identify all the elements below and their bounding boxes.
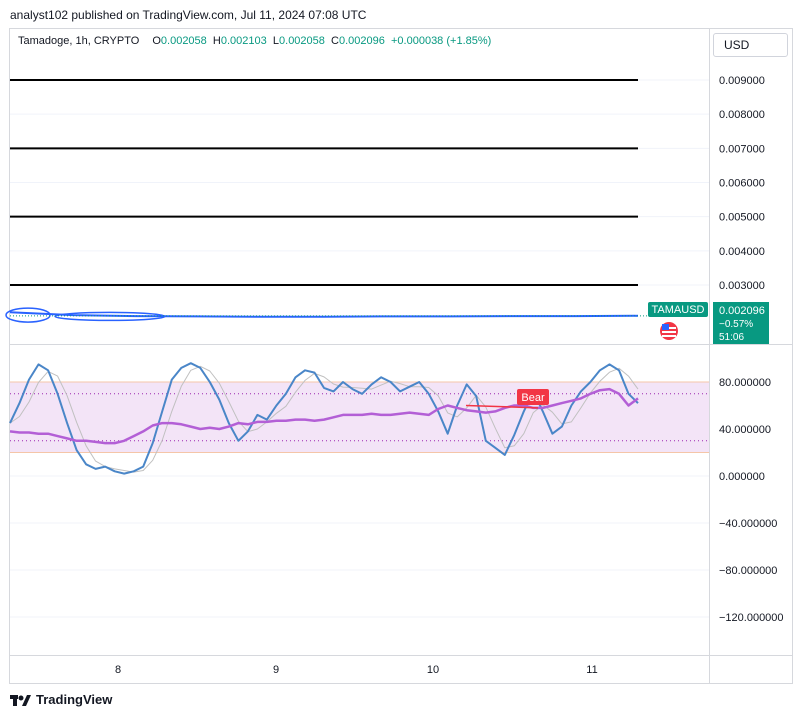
osc-tick-label: 80.000000 xyxy=(719,377,771,389)
low-label: L xyxy=(272,35,280,47)
oscillator-grid xyxy=(10,381,709,618)
osc-tick-label: 40.000000 xyxy=(719,424,771,436)
price-tick-label: 0.006000 xyxy=(719,178,765,190)
price-tag: TAMAUSD 0.002096 −0.57% 51:06 xyxy=(648,302,769,344)
osc-tick-label: 0.000000 xyxy=(719,471,765,483)
us-flag-icon xyxy=(660,322,678,340)
oscillator-series: Bear xyxy=(9,362,639,475)
chart-frame xyxy=(9,28,793,684)
price-ellipse-marker xyxy=(5,307,51,323)
osc-tick-label: −80.000000 xyxy=(719,565,777,577)
publisher-caption: analyst102 published on TradingView.com,… xyxy=(10,8,367,22)
ticker-tag-bg xyxy=(648,302,708,317)
bear-label-text: Bear xyxy=(521,392,545,404)
price-ellipse-marker xyxy=(54,311,166,322)
ohlc-legend: Tamadoge, 1h, CRYPTO O0.002058 H0.002103… xyxy=(18,35,491,47)
price-tick-label: 0.004000 xyxy=(719,246,765,258)
time-tick-label: 10 xyxy=(427,664,439,676)
price-series xyxy=(5,307,709,323)
currency-button[interactable]: USD xyxy=(713,33,788,57)
close-label: C xyxy=(331,35,339,47)
price-tick-label: 0.003000 xyxy=(719,280,765,292)
price-tag-price: 0.002096 xyxy=(719,305,765,317)
price-tick-label: 0.008000 xyxy=(719,109,765,121)
tradingview-logo-icon xyxy=(10,694,31,706)
osc-tick-label: −120.000000 xyxy=(719,612,784,624)
price-tick-label: 0.007000 xyxy=(719,143,765,155)
bear-label-bg xyxy=(517,389,549,405)
price-tag-change: −0.57% xyxy=(719,319,753,330)
time-tick-label: 11 xyxy=(586,664,597,676)
time-tick-label: 9 xyxy=(273,664,279,676)
ticker-tag-text: TAMAUSD xyxy=(652,304,705,316)
low-value: 0.002058 xyxy=(279,35,325,47)
high-value: 0.002103 xyxy=(220,35,267,47)
price-line xyxy=(9,311,639,318)
change-value: +0.000038 (+1.85%) xyxy=(391,35,492,47)
price-tick-label: 0.009000 xyxy=(719,75,765,87)
stoch-d-line xyxy=(9,365,639,473)
horizontal-levels xyxy=(10,79,638,286)
open-value: 0.002058 xyxy=(160,35,207,47)
oscillator-axis-ticks: 80.000000 40.000000 0.000000 −40.000000 −80.… xyxy=(719,377,784,624)
close-value: 0.002096 xyxy=(338,35,385,47)
high-label: H xyxy=(212,35,221,47)
tradingview-brand: TradingView xyxy=(36,692,113,707)
symbol-label[interactable]: Tamadoge, 1h, CRYPTO xyxy=(18,35,140,47)
price-tag-countdown: 51:06 xyxy=(719,332,744,343)
tradingview-logo[interactable]: TradingView xyxy=(10,692,112,707)
price-tick-label: 0.005000 xyxy=(719,212,765,224)
price-grid xyxy=(10,79,709,286)
time-tick-label: 8 xyxy=(115,664,121,676)
bear-divergence-line xyxy=(465,404,539,409)
osc-tick-label: −40.000000 xyxy=(719,518,777,530)
time-axis-ticks: 8 9 10 11 xyxy=(115,664,598,676)
price-tag-bg xyxy=(713,302,769,344)
price-axis-ticks: 0.009000 0.008000 0.007000 0.006000 0.005000… xyxy=(719,75,765,292)
open-label: O xyxy=(152,35,161,47)
